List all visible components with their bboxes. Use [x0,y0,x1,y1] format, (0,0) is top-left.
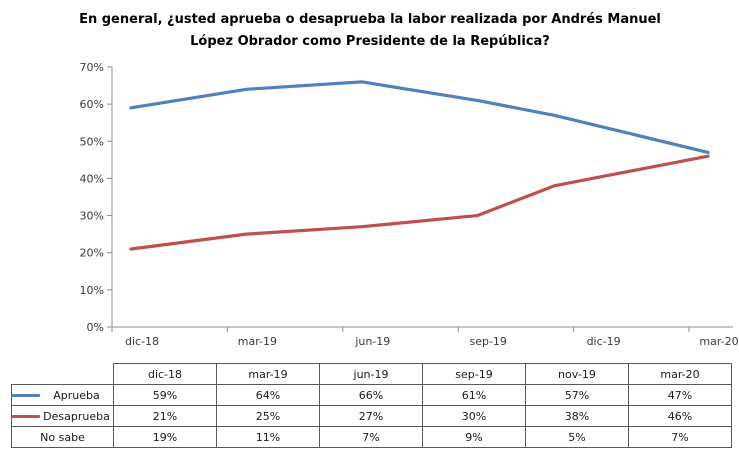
column-header: mar-19 [216,363,320,385]
table-cell: 64% [216,384,320,406]
row-label: Aprueba [53,388,100,402]
table-cell: 30% [422,405,526,427]
table-cell: 47% [628,384,732,406]
x-tick-label: mar-19 [238,335,277,348]
table-cell: 11% [216,426,320,448]
x-tick-label: jun-19 [354,335,390,348]
table-cell: 9% [422,426,526,448]
x-tick-label: dic-18 [125,335,159,348]
desaprueba-legend-key-icon [12,414,40,418]
table-cell: 38% [525,405,629,427]
y-tick-label: 50% [80,135,104,148]
x-tick-label: mar-20 [699,335,738,348]
aprueba-legend-key-icon [12,393,40,397]
x-tick-label: dic-19 [587,335,621,348]
y-tick-label: 70% [80,61,104,74]
y-tick-label: 20% [80,247,104,260]
table-cell: 66% [319,384,423,406]
x-axis: dic-18 mar-19 jun-19 sep-19 dic-19 mar-20 [111,326,739,348]
table-cell: 61% [422,384,526,406]
table-cell: 46% [628,405,732,427]
table-cell: 57% [525,384,629,406]
table-cell: 25% [216,405,320,427]
table-row-aprueba: Aprueba 59% 64% 66% 61% 57% 47% [11,384,732,406]
y-tick-label: 0% [87,321,104,334]
y-axis: 0% 10% 20% 30% 40% 50% 60% 70% [80,61,113,334]
table-row-no-sabe: No sabe 19% 11% 7% 9% 5% 7% [11,426,732,448]
table-header-row: dic-18 mar-19 jun-19 sep-19 nov-19 mar-2… [11,363,732,385]
y-tick-label: 30% [80,210,104,223]
column-header: sep-19 [422,363,526,385]
row-label: No sabe [40,430,85,444]
y-tick-label: 10% [80,284,104,297]
column-header: jun-19 [319,363,423,385]
table-row-desaprueba: Desaprueba 21% 25% 27% 30% 38% 46% [11,405,732,427]
column-header: mar-20 [628,363,732,385]
table-cell: 21% [113,405,217,427]
table-cell: 59% [113,384,217,406]
chart-title: En general, ¿usted aprueba o desaprueba … [79,12,661,49]
series-line-desaprueba [129,154,710,251]
y-tick-label: 60% [80,98,104,111]
table-cell: 7% [628,426,732,448]
series-line-aprueba [129,80,710,155]
y-tick-label: 40% [80,172,104,185]
table-cell: 5% [525,426,629,448]
x-tick-label: sep-19 [469,335,506,348]
chart-data-table: dic-18 mar-19 jun-19 sep-19 nov-19 mar-2… [11,363,732,448]
table-cell: 19% [113,426,217,448]
table-cell: 27% [319,405,423,427]
table-corner-cell [11,363,114,385]
row-label: Desaprueba [43,409,110,423]
table-cell: 7% [319,426,423,448]
line-chart: 0% 10% 20% 30% 40% 50% 60% 70% dic-18 mar-19 jun-1… [80,61,739,348]
column-header: dic-18 [113,363,217,385]
column-header: nov-19 [525,363,629,385]
